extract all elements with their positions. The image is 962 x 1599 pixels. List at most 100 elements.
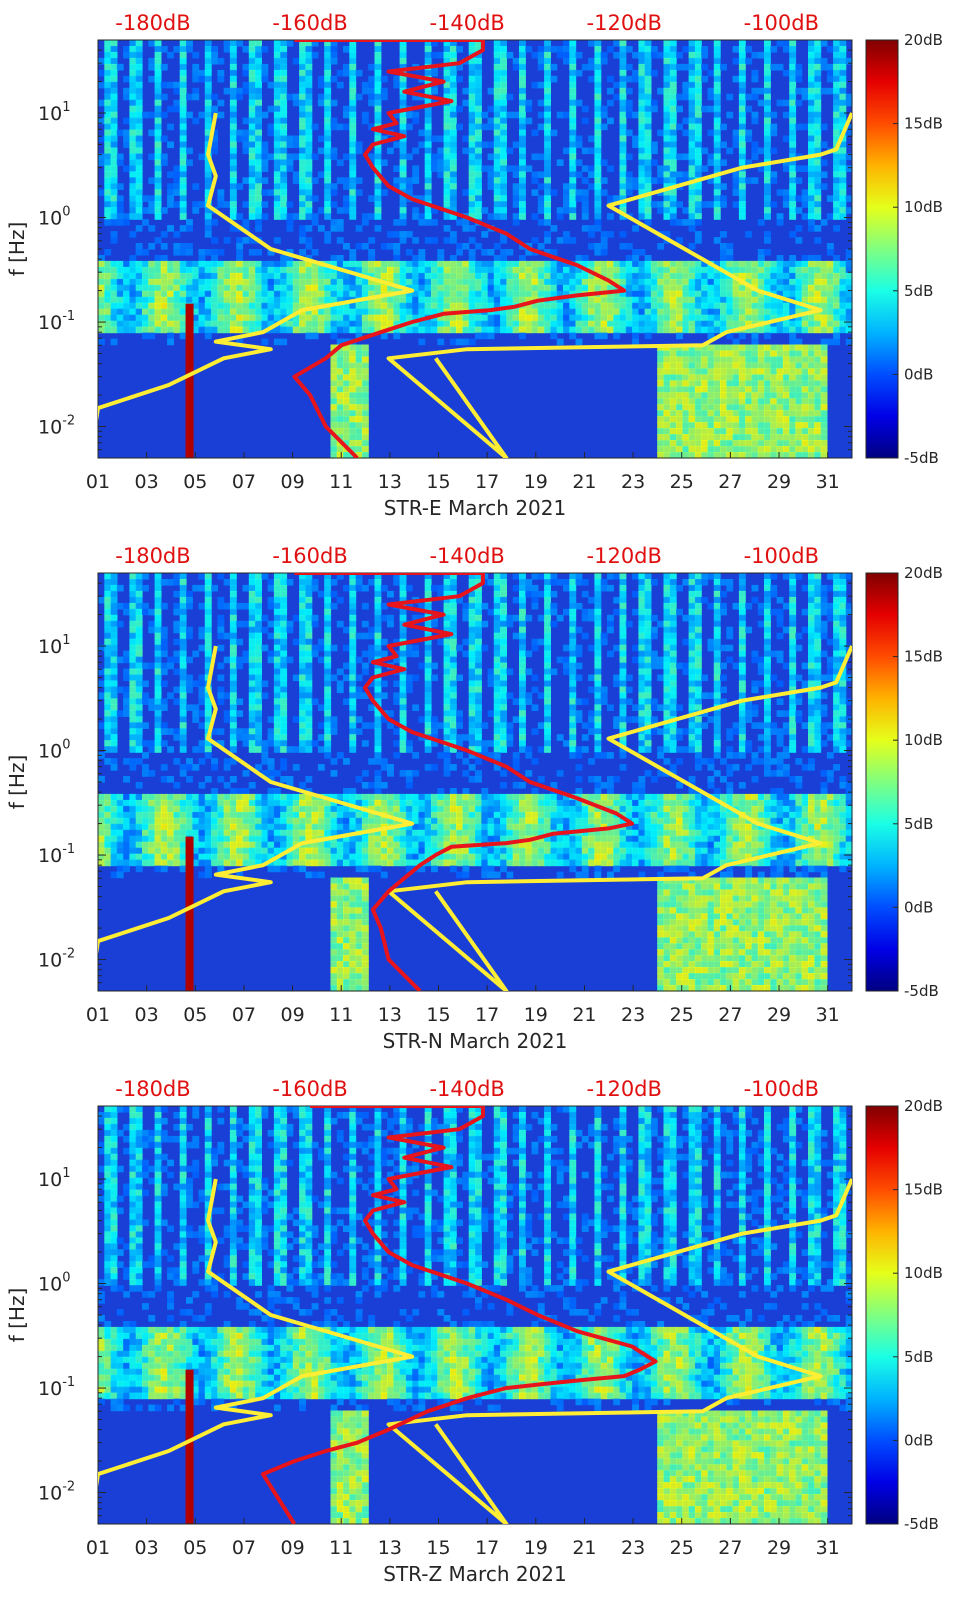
spectrogram-cell [424, 573, 432, 580]
spectrogram-cell [299, 129, 306, 137]
spectrogram-cell [104, 584, 112, 592]
spectrogram-cell [581, 326, 589, 334]
spectrogram-cell [173, 590, 181, 598]
spectrogram-cell [569, 296, 577, 304]
spectrogram-cell [500, 75, 507, 83]
spectrogram-cell [770, 111, 778, 119]
spectrogram-cell [814, 398, 822, 405]
spectrogram-cell [569, 302, 577, 310]
spectrogram-cell [814, 260, 822, 268]
spectrogram-cell [801, 213, 809, 220]
spectrogram-cell [349, 579, 357, 586]
spectrogram-cell [475, 46, 482, 53]
spectrogram-cell [154, 284, 162, 292]
spectrogram-cell [720, 386, 727, 393]
spectrogram-cell [179, 189, 187, 196]
spectrogram-cell [814, 99, 822, 107]
spectrogram-cell [305, 105, 313, 113]
spectrogram-cell [192, 93, 200, 101]
spectrogram-cell [179, 243, 187, 250]
spectrogram-cell [267, 579, 275, 586]
spectrogram-cell [619, 213, 627, 220]
spectrogram-cell [330, 51, 338, 59]
spectrogram-cell [500, 159, 507, 166]
spectrogram-cell [468, 93, 476, 101]
spectrogram-cell [424, 46, 432, 53]
spectrogram-cell [336, 278, 344, 286]
spectrogram-cell [594, 243, 602, 250]
spectrogram-cell [669, 326, 677, 334]
spectrogram-cell [720, 159, 727, 166]
spectrogram-cell [770, 374, 778, 381]
spectrogram-cell [179, 63, 187, 71]
spectrogram-cell [273, 165, 281, 172]
spectrogram-cell [449, 81, 457, 89]
spectrogram-cell [487, 171, 495, 178]
spectrogram-cell [104, 266, 112, 274]
spectrogram-cell [368, 314, 376, 322]
spectrogram-cell [468, 46, 476, 53]
spectrogram-cell [330, 284, 338, 292]
spectrogram-cell [217, 308, 225, 316]
spectrogram-cell [808, 177, 815, 184]
spectrogram-cell [443, 260, 451, 268]
spectrogram-cell [644, 129, 652, 137]
spectrogram-cell [229, 290, 237, 298]
spectrogram-cell [726, 260, 734, 268]
spectrogram-cell [475, 51, 482, 59]
spectrogram-cell [349, 81, 357, 89]
spectrogram-cell [431, 153, 438, 161]
spectrogram-cell [368, 284, 376, 292]
spectrogram-cell [167, 320, 174, 328]
spectrogram-cell [820, 123, 828, 131]
spectrogram-cell [374, 290, 382, 298]
spectrogram-cell [789, 266, 797, 274]
spectrogram-cell [311, 308, 319, 316]
spectrogram-cell [801, 296, 809, 304]
spectrogram-cell [324, 183, 332, 190]
spectrogram-cell [613, 314, 621, 322]
spectrogram-cell [305, 81, 313, 89]
spectrogram-cell [431, 207, 438, 214]
spectrogram-cell [745, 284, 753, 292]
spectrogram-cell [374, 207, 382, 214]
spectrogram-cell [713, 81, 721, 89]
spectrogram-cell [720, 368, 727, 375]
spectrogram-cell [682, 153, 690, 161]
x-tick-label: 23 [621, 471, 645, 493]
spectrogram-cell [745, 386, 753, 393]
spectrogram-cell [770, 590, 778, 598]
spectrogram-cell [544, 117, 551, 125]
spectrogram-cell [795, 404, 803, 411]
spectrogram-cell [594, 579, 602, 586]
spectrogram-cell [116, 320, 124, 328]
spectrogram-cell [676, 314, 683, 322]
spectrogram-cell [349, 75, 357, 83]
spectrogram-cell [814, 314, 822, 322]
spectrogram-cell [632, 278, 639, 286]
spectrogram-cell [764, 141, 771, 149]
spectrogram-cell [424, 296, 432, 304]
spectrogram-cell [267, 314, 275, 322]
spectrogram-cell [437, 159, 445, 166]
spectrogram-cell [443, 608, 451, 616]
spectrogram-cell [782, 356, 790, 364]
spectrogram-cell [638, 579, 646, 586]
spectrogram-cell [217, 296, 225, 304]
spectrogram-cell [845, 93, 853, 101]
spectrogram-cell [204, 207, 212, 214]
spectrogram-cell [826, 290, 834, 298]
spectrogram-cell [248, 81, 256, 89]
spectrogram-cell [745, 302, 753, 310]
spectrogram-cell [519, 579, 526, 586]
spectrogram-cell [814, 344, 822, 352]
spectrogram-cell [248, 75, 256, 83]
spectrogram-cell [273, 183, 281, 190]
spectrogram-cell [273, 266, 281, 274]
spectrogram-cell [814, 177, 822, 184]
spectrogram-cell [317, 308, 325, 316]
spectrogram-cell [443, 225, 451, 232]
spectrogram-cell [826, 302, 834, 310]
spectrogram-cell [242, 81, 250, 89]
spectrogram-cell [537, 272, 545, 280]
